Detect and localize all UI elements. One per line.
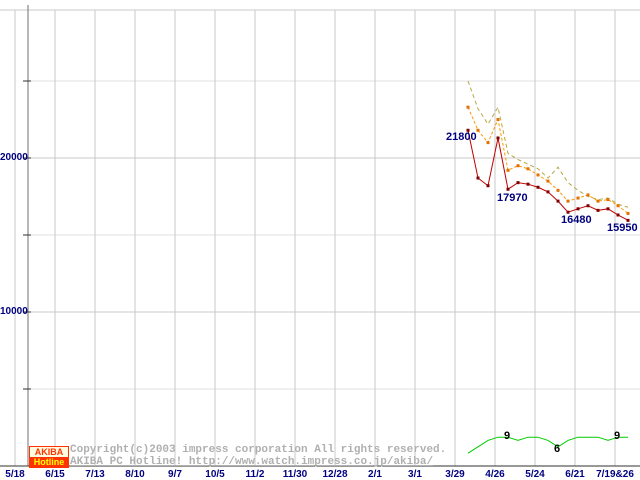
x-axis-label: 5/24: [525, 469, 545, 480]
x-axis-label: 5/18: [5, 469, 25, 480]
value-annotation: 21800: [446, 131, 477, 143]
akiba-logo-top-text: AKIBA: [30, 447, 68, 457]
x-axis-label: 3/1: [408, 469, 422, 480]
x-axis-label: 11/30: [282, 469, 308, 480]
site-url-text: AKIBA PC Hotline! http://www.watch.impre…: [70, 456, 434, 468]
series-marker-low-price: [556, 199, 560, 203]
x-axis-label: 7/19&26: [596, 469, 634, 480]
x-axis-label: 7/13: [85, 469, 105, 480]
series-line-middle-price: [467, 106, 629, 214]
series-marker-low-price: [626, 218, 630, 222]
x-axis-label: 11/2: [245, 469, 265, 480]
series-marker-middle-price: [586, 193, 590, 197]
series-marker-low-price: [526, 182, 530, 186]
series-marker-low-price: [506, 187, 510, 191]
series-line-high-price: [467, 80, 629, 208]
series-marker-middle-price: [476, 128, 480, 132]
series-marker-low-price: [546, 190, 550, 194]
copyright-text: Copyright(c)2003 impress corporation All…: [70, 444, 447, 456]
series-marker-low-price: [606, 207, 610, 211]
series-marker-middle-price: [526, 167, 530, 171]
value-annotation: 9: [614, 430, 621, 442]
series-marker-low-price: [476, 176, 480, 180]
series-marker-middle-price: [546, 179, 550, 183]
x-axis-label: 3/29: [445, 469, 465, 480]
series-marker-middle-price: [506, 168, 510, 172]
series-line-shop-count: [467, 436, 628, 454]
series-marker-low-price: [536, 185, 540, 189]
series-marker-low-price: [616, 213, 620, 217]
series-marker-low-price: [486, 184, 490, 188]
value-annotation: 16480: [561, 214, 592, 226]
x-axis-label: 6/21: [565, 469, 585, 480]
value-annotation: 6: [554, 443, 561, 455]
x-axis-label: 10/5: [205, 469, 225, 480]
value-annotation: 15950: [607, 222, 638, 234]
series-marker-middle-price: [486, 141, 490, 145]
series-marker-middle-price: [596, 199, 600, 203]
series-line-low-price: [467, 130, 629, 221]
series-marker-low-price: [596, 208, 600, 212]
value-annotation: 17970: [497, 192, 528, 204]
series-marker-middle-price: [616, 204, 620, 208]
series-marker-low-price: [466, 128, 470, 132]
x-axis-label: 6/15: [45, 469, 65, 480]
akiba-logo: AKIBA Hotline: [29, 446, 69, 468]
series-marker-middle-price: [606, 198, 610, 202]
series-marker-middle-price: [626, 211, 630, 215]
series-marker-low-price: [516, 181, 520, 185]
series-marker-middle-price: [536, 173, 540, 177]
series-marker-low-price: [576, 207, 580, 211]
series-marker-low-price: [496, 136, 500, 140]
value-annotation: 9: [504, 430, 511, 442]
series-marker-low-price: [586, 204, 590, 208]
akiba-logo-bottom-text: Hotline: [30, 457, 68, 467]
y-axis-label: 20000: [0, 152, 28, 163]
copyright-watermark: Copyright(c)2003 impress corporation All…: [70, 444, 446, 468]
series-marker-middle-price: [516, 164, 520, 168]
series-marker-middle-price: [566, 199, 570, 203]
x-axis-label: 8/10: [125, 469, 145, 480]
series-marker-middle-price: [576, 196, 580, 200]
x-axis-label: 9/7: [168, 469, 182, 480]
x-axis-label: 12/28: [322, 469, 348, 480]
series-marker-low-price: [566, 210, 570, 214]
y-axis-label: 10000: [0, 306, 28, 317]
series-marker-middle-price: [496, 118, 500, 121]
series-marker-middle-price: [466, 105, 470, 109]
x-axis-label: 4/26: [485, 469, 505, 480]
series-marker-middle-price: [556, 188, 560, 192]
x-axis-label: 2/1: [368, 469, 382, 480]
